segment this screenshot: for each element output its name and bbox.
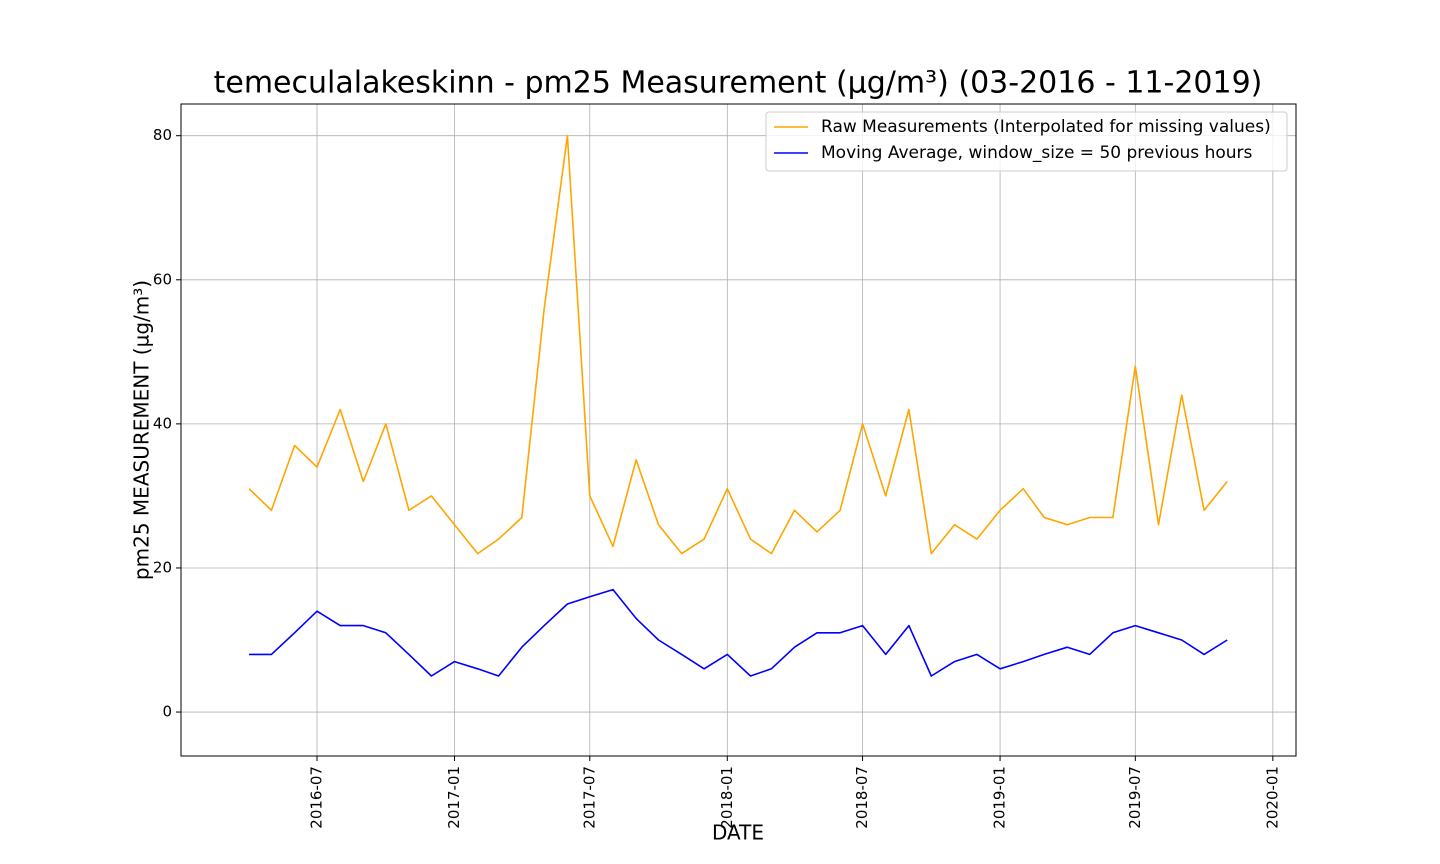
y-tick-label: 0	[162, 703, 172, 721]
x-tick-label: 2016-07	[308, 766, 326, 829]
series-line	[249, 588, 1228, 677]
y-axis-label: pm25 MEASUREMENT (µg/m³)	[130, 280, 154, 580]
plot-frame	[180, 103, 1297, 757]
x-tick-label: 2019-01	[991, 766, 1009, 829]
legend-box	[765, 111, 1288, 172]
y-tick-label: 40	[153, 414, 172, 432]
x-tick-label: 2018-01	[718, 766, 736, 829]
y-tick-label: 80	[153, 126, 172, 144]
x-tick-label: 2020-01	[1263, 766, 1281, 829]
series-line	[248, 134, 1228, 555]
y-tick-label: 20	[153, 558, 172, 576]
x-tick-label: 2019-07	[1126, 766, 1144, 829]
x-axis-label: DATE	[712, 821, 764, 845]
chart-title: temeculalakeskinn - pm25 Measurement (µg…	[214, 66, 1263, 101]
y-tick-label: 60	[153, 270, 172, 288]
legend-label: Raw Measurements (Interpolated for missi…	[821, 117, 1271, 137]
legend-label: Moving Average, window_size = 50 previou…	[821, 143, 1253, 163]
x-tick-label: 2017-07	[580, 766, 598, 829]
x-tick-label: 2017-01	[445, 766, 463, 829]
x-tick-label: 2018-07	[853, 766, 871, 829]
